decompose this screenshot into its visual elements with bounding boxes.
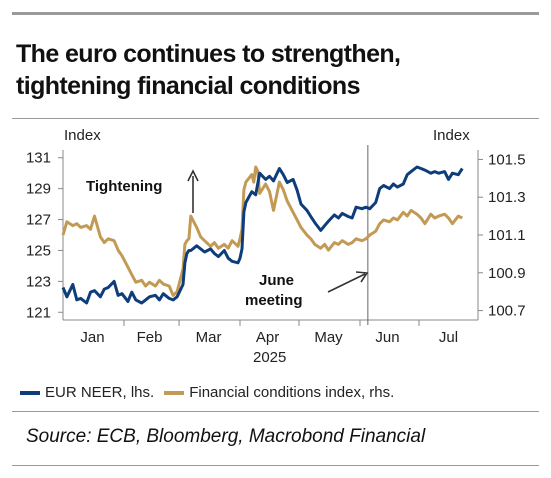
june-label-line1: June	[259, 272, 294, 289]
right-axis-tick-label: 101.5	[488, 151, 526, 168]
legend-item-neer: EUR NEER, lhs.	[20, 384, 154, 401]
left-axis-tick-label: 129	[26, 181, 51, 198]
legend-divider	[12, 411, 539, 412]
left-axis-tick-label: 123	[26, 273, 51, 290]
legend-swatch-neer	[20, 390, 40, 395]
legend-label-neer: EUR NEER, lhs.	[45, 384, 155, 401]
left-axis-tick-label: 131	[26, 150, 51, 167]
series-line-eur-neer	[61, 165, 464, 305]
right-axis-tick-label: 100.9	[488, 265, 526, 282]
june-meeting-arrow	[327, 271, 369, 293]
left-axis-tick-label: 125	[26, 242, 51, 259]
x-axis-ticks: Jan Feb Mar Apr May Jun Jul	[80, 320, 458, 346]
left-axis-label: Index	[64, 127, 101, 144]
series-line-financial-conditions	[61, 165, 463, 297]
x-axis-tick-label: Apr	[256, 329, 279, 346]
tightening-label: Tightening	[86, 178, 162, 195]
legend: EUR NEER, lhs. Financial conditions inde…	[20, 384, 404, 401]
legend-swatch-fci	[164, 390, 185, 395]
june-label-line2: meeting	[245, 292, 303, 309]
x-axis-tick-label: Feb	[137, 329, 163, 346]
right-axis-tick-label: 101.1	[488, 227, 526, 244]
title-divider	[12, 118, 539, 119]
right-axis-tick-label: 101.3	[488, 189, 526, 206]
chart-title: The euro continues to strengthen, tighte…	[16, 38, 536, 102]
right-axis-ticks: 100.7 100.9 101.1 101.3 101.5	[478, 151, 526, 320]
legend-label-fci: Financial conditions index, rhs.	[189, 384, 395, 401]
year-label: 2025	[253, 349, 286, 366]
x-axis-tick-label: Mar	[196, 329, 222, 346]
tightening-arrow	[187, 169, 199, 213]
x-axis-tick-label: May	[314, 329, 343, 346]
right-axis-tick-label: 100.7	[488, 303, 526, 320]
bottom-rule	[12, 465, 539, 466]
legend-item-fci: Financial conditions index, rhs.	[164, 384, 394, 401]
top-rule	[12, 12, 539, 15]
left-axis-tick-label: 127	[26, 212, 51, 229]
right-axis-label: Index	[433, 127, 470, 144]
title-line-2: tightening financial conditions	[16, 72, 360, 100]
source-note: Source: ECB, Bloomberg, Macrobond Financ…	[26, 426, 426, 447]
x-axis-tick-label: Jan	[80, 329, 104, 346]
x-axis-tick-label: Jul	[439, 329, 458, 346]
title-line-1: The euro continues to strengthen,	[16, 40, 401, 68]
x-axis-tick-label: Jun	[375, 329, 399, 346]
left-axis-tick-label: 121	[26, 304, 51, 321]
left-axis-ticks: 121 123 125 127 129 131	[26, 150, 63, 321]
